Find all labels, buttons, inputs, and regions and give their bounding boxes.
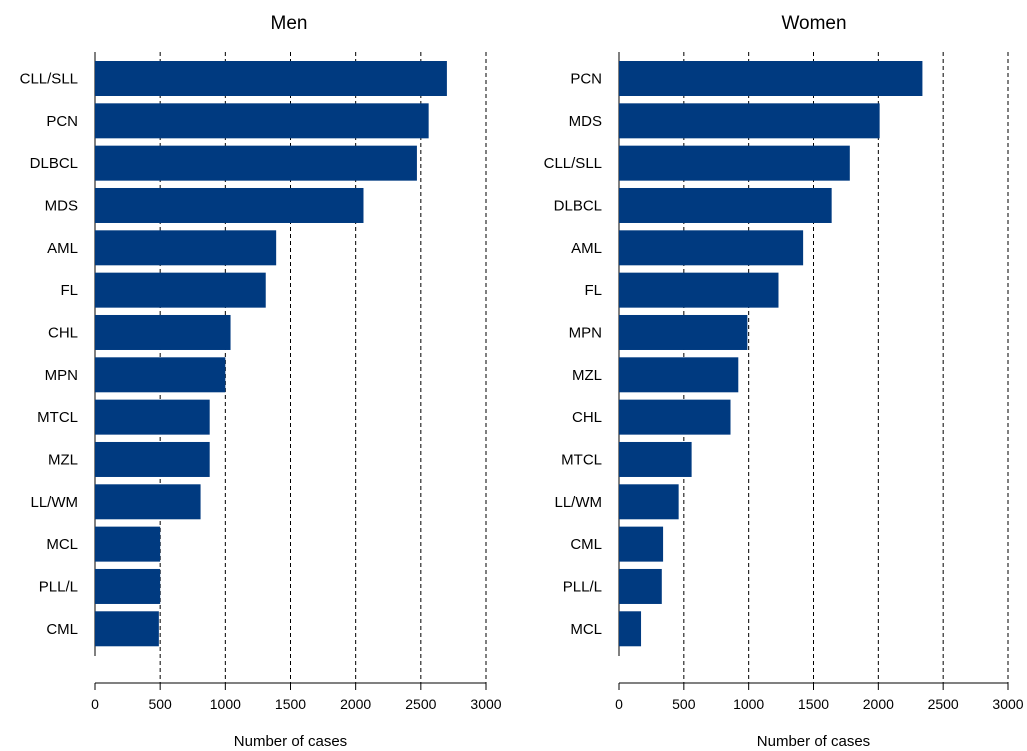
bar-mzl <box>619 357 739 393</box>
bar-aml <box>95 230 277 266</box>
category-label: MCL <box>46 536 78 553</box>
x-tick-label: 0 <box>91 696 99 712</box>
category-label: CHL <box>48 324 78 341</box>
bar-pcn <box>95 103 429 139</box>
bar-cll-sll <box>95 61 447 96</box>
category-label: CLL/SLL <box>20 71 78 88</box>
bar-cll-sll <box>619 145 850 181</box>
bar-mzl <box>95 441 210 477</box>
bar-ll-wm <box>95 484 201 520</box>
bar-mpn <box>95 357 226 393</box>
category-label: LL/WM <box>554 494 602 511</box>
bar-fl <box>619 272 779 308</box>
bar-pll-l <box>95 568 161 604</box>
category-label: DLBCL <box>30 155 78 172</box>
x-tick-label: 2000 <box>863 696 894 712</box>
x-tick-label: 1500 <box>275 696 306 712</box>
category-label: CLL/SLL <box>544 155 602 172</box>
category-label: PCN <box>570 71 602 88</box>
category-label: DLBCL <box>554 197 602 214</box>
category-label: FL <box>584 282 602 299</box>
chart-title-women: Women <box>781 13 846 34</box>
category-label: MDS <box>569 113 602 130</box>
category-label: LL/WM <box>30 494 78 511</box>
x-tick-label: 3000 <box>992 696 1023 712</box>
x-axis-title: Number of cases <box>757 733 870 750</box>
category-label: CML <box>46 621 78 638</box>
category-label: PLL/L <box>39 578 78 595</box>
category-label: FL <box>60 282 78 299</box>
x-tick-label: 500 <box>148 696 172 712</box>
x-tick-label: 500 <box>672 696 696 712</box>
category-label: AML <box>47 240 78 257</box>
x-tick-label: 3000 <box>470 696 501 712</box>
category-label: AML <box>571 240 602 257</box>
bar-fl <box>95 272 266 308</box>
bar-cml <box>619 526 664 562</box>
bar-chl <box>619 399 731 435</box>
category-label: MZL <box>572 367 602 384</box>
chart-title-men: Men <box>271 13 308 34</box>
bar-mcl <box>619 611 642 647</box>
bar-dlbcl <box>95 145 417 181</box>
category-label: MTCL <box>561 451 602 468</box>
bar-mtcl <box>619 441 692 477</box>
x-tick-label: 2000 <box>340 696 371 712</box>
bar-dlbcl <box>619 187 832 223</box>
category-label: MTCL <box>37 409 78 426</box>
category-label: PLL/L <box>563 578 602 595</box>
x-tick-label: 1000 <box>210 696 241 712</box>
x-tick-label: 0 <box>615 696 623 712</box>
category-label: MPN <box>569 324 602 341</box>
bar-pll-l <box>619 568 662 604</box>
category-label: CHL <box>572 409 602 426</box>
category-label: MZL <box>48 451 78 468</box>
category-label: PCN <box>46 113 78 130</box>
chart-panel-women: Women PCN MDS CLL/SLL DLBCL AML FL MPN MZL CHL MTC… <box>544 13 1024 750</box>
x-tick-label: 2500 <box>928 696 959 712</box>
bar-ll-wm <box>619 484 679 520</box>
x-tick-label: 1500 <box>798 696 829 712</box>
bar-cml <box>95 611 159 647</box>
category-label: MDS <box>45 197 78 214</box>
bar-mds <box>95 187 364 223</box>
x-tick-label: 2500 <box>405 696 436 712</box>
category-label: CML <box>570 536 602 553</box>
category-label: MCL <box>570 621 602 638</box>
bar-mpn <box>619 314 748 350</box>
category-label: MPN <box>45 367 78 384</box>
x-tick-label: 1000 <box>733 696 764 712</box>
bar-mtcl <box>95 399 210 435</box>
chart-panel-men: Men CLL/SLL PCN DLBCL MDS AML FL CHL MPN MTCL MZL L… <box>20 13 502 750</box>
bar-pcn <box>619 61 923 96</box>
bar-aml <box>619 230 804 266</box>
bar-mds <box>619 103 880 139</box>
x-axis-title: Number of cases <box>234 733 347 750</box>
bar-chl <box>95 314 231 350</box>
bar-mcl <box>95 526 161 562</box>
